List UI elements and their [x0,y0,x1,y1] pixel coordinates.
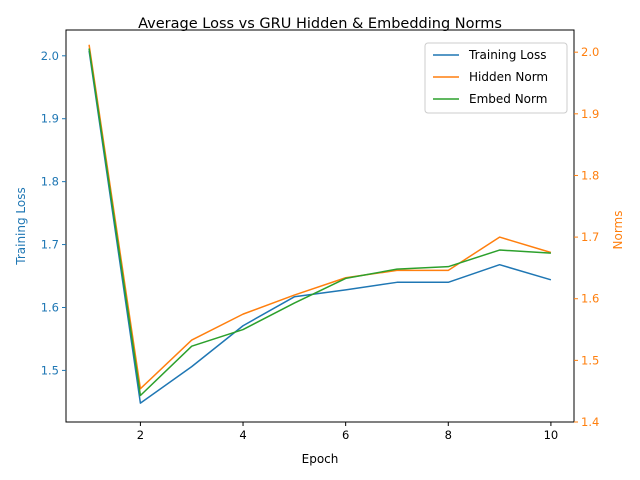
y-left-tick-label: 1.7 [41,238,59,252]
series-line-training-loss [88,50,552,404]
y-right-tick-label: 1.9 [581,107,599,121]
y-right-tick-label: 2.0 [581,45,599,59]
y-right-tick-label: 1.5 [581,353,599,367]
y-right-tick-label: 1.4 [581,415,599,429]
y-right-tick-label: 1.8 [581,168,599,182]
y-axis-right: 1.4 1.5 1.6 1.7 1.8 1.9 2.0 [574,45,599,429]
plot-lines [88,44,552,404]
legend-label-training-loss: Training Loss [468,48,546,62]
x-tick-label: 2 [137,428,144,442]
series-line-embed-norm [88,48,551,397]
x-axis-label: Epoch [302,452,339,466]
y-right-tick-label: 1.7 [581,230,599,244]
y-left-tick-label: 2.0 [41,49,59,63]
x-tick-label: 10 [544,428,559,442]
x-tick-label: 8 [445,428,452,442]
y-axis-left: 1.5 1.6 1.7 1.8 1.9 2.0 [41,49,66,377]
plot-frame [65,29,575,423]
y-left-tick-label: 1.8 [41,175,59,189]
legend-label-hidden-norm: Hidden Norm [469,70,548,84]
y-axis-left-label: Training Loss [14,187,28,265]
legend-label-embed-norm: Embed Norm [469,92,547,106]
y-left-tick-label: 1.5 [41,363,59,377]
y-left-tick-label: 1.6 [41,300,59,314]
y-left-tick-label: 1.9 [41,112,59,126]
x-tick-label: 6 [342,428,349,442]
y-axis-right-label: Norms [611,211,625,250]
x-tick-label: 4 [239,428,246,442]
legend: Training Loss Hidden Norm Embed Norm [424,42,568,114]
series-line-hidden-norm [88,44,552,390]
chart-title: Average Loss vs GRU Hidden & Embedding N… [138,16,502,32]
x-axis: 2 4 6 8 10 [137,422,558,442]
legend-box [424,42,568,114]
y-right-tick-label: 1.6 [581,292,599,306]
